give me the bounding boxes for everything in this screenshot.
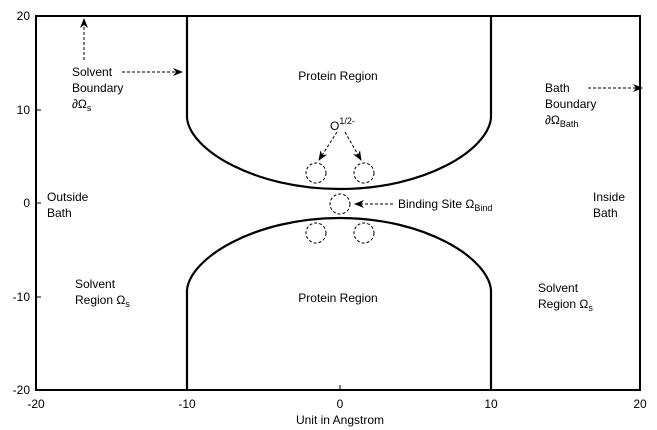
- inside-bath-label: Inside: [593, 190, 625, 204]
- inside-bath-label: Bath: [593, 206, 618, 220]
- top-protein-boundary: [185, 16, 493, 191]
- y-tick-label: 0: [23, 196, 30, 210]
- oxygen-site-circle: [305, 222, 327, 244]
- x-tick-label: 10: [484, 397, 498, 411]
- x-tick-label: -10: [178, 397, 196, 411]
- oxygen-right-arrow: [344, 131, 362, 161]
- binding-site-circle: [329, 193, 351, 215]
- bath-boundary-symbol: ∂ΩBath: [545, 113, 578, 129]
- x-tick-label: 0: [337, 397, 344, 411]
- annotation-arrows: [80, 18, 643, 208]
- oxygen-site-circle: [305, 162, 327, 184]
- protein-region-bottom-label: Protein Region: [298, 291, 377, 305]
- solvent-region-left-label: Solvent: [75, 277, 116, 291]
- x-tick-label: -20: [27, 397, 45, 411]
- y-tick-label: -20: [13, 383, 31, 397]
- outside-bath-label: Outside: [47, 190, 89, 204]
- binding-site-label: Binding Site ΩBind: [398, 197, 492, 213]
- oxygen-left-arrow: [318, 131, 338, 161]
- bath-boundary-label: Bath: [545, 81, 570, 95]
- bath-boundary-label: Boundary: [545, 97, 596, 111]
- solvent-region-right-label: Solvent: [538, 281, 579, 295]
- y-tick-label: 20: [17, 9, 31, 23]
- x-axis-label: Unit in Angstrom: [296, 413, 384, 427]
- solvent-region-right-symbol: Region Ωs: [538, 297, 593, 313]
- x-tick-label: 20: [633, 397, 647, 411]
- solvent-boundary-label: Solvent: [72, 65, 113, 79]
- solvent-boundary-label: Boundary: [72, 81, 123, 95]
- y-axis-ticks: [36, 109, 41, 298]
- solvent-boundary-symbol: ∂Ωs: [72, 97, 92, 113]
- solvent-region-left-symbol: Region Ωs: [75, 293, 130, 309]
- y-tick-label: 10: [17, 103, 31, 117]
- y-tick-label: -10: [13, 290, 31, 304]
- oxygen-label: O1/2-: [330, 116, 355, 133]
- oxygen-site-circle: [353, 162, 375, 184]
- oxygen-sites: [305, 162, 375, 244]
- protein-region-top-label: Protein Region: [298, 69, 377, 83]
- outside-bath-label: Bath: [47, 206, 72, 220]
- oxygen-site-circle: [353, 222, 375, 244]
- bottom-protein-boundary: [185, 216, 493, 390]
